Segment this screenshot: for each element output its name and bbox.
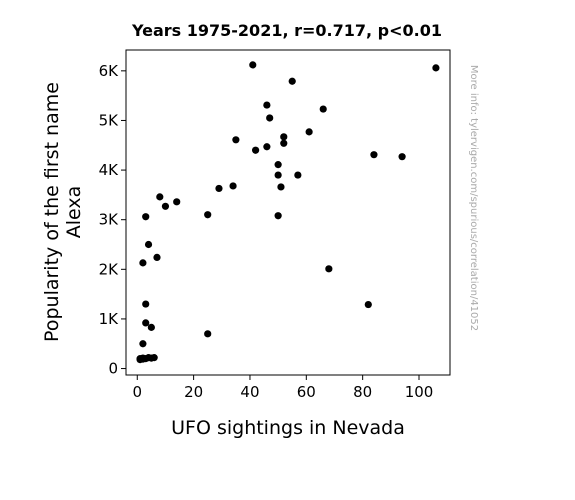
y-tick-label: 6K (99, 62, 120, 80)
watermark-text: More info: tylervigen.com/spurious/corre… (468, 65, 479, 331)
x-tick-label: 80 (353, 383, 372, 401)
x-tick-label: 0 (132, 383, 142, 401)
data-point (249, 61, 257, 69)
data-point (274, 161, 282, 169)
x-tick-label: 60 (297, 383, 316, 401)
y-tick-label: 4K (99, 161, 120, 179)
data-point (305, 128, 313, 136)
x-tick-label: 40 (240, 383, 259, 401)
data-point (319, 105, 327, 113)
data-point (142, 319, 150, 327)
x-tick-label: 100 (405, 383, 434, 401)
plot-area-frame (125, 49, 451, 376)
y-tick-label: 2K (99, 260, 120, 278)
data-point (229, 182, 237, 190)
data-point (153, 253, 161, 262)
y-tick-label: 1K (99, 310, 120, 328)
data-points (136, 61, 440, 364)
y-axis-label-line-1-group: Popularity of the first name (41, 82, 63, 342)
data-point (370, 151, 378, 159)
data-point (142, 213, 150, 221)
y-tick-label: 5K (99, 111, 120, 129)
data-point (161, 202, 170, 210)
y-axis-ticks: 0 1K 2K 3K 4K 5K 6K (99, 62, 126, 378)
data-point (280, 133, 288, 141)
y-axis-label-line-2: Alexa (63, 186, 85, 239)
data-point (263, 143, 271, 151)
data-point (147, 323, 155, 331)
data-point (139, 340, 147, 348)
x-axis-ticks: 0 20 40 60 80 100 (132, 375, 433, 401)
y-tick-label: 3K (99, 211, 120, 229)
data-point (204, 211, 212, 219)
data-point (266, 114, 274, 122)
data-point (263, 101, 271, 109)
data-point (142, 300, 150, 308)
data-point (139, 259, 147, 267)
data-point (274, 171, 282, 179)
data-point (204, 330, 212, 338)
y-axis-label-line-1: Popularity of the first name (41, 82, 63, 342)
data-point (277, 183, 285, 191)
data-point (150, 354, 158, 362)
data-point (252, 146, 260, 154)
data-point (156, 193, 164, 201)
data-point (398, 153, 406, 161)
data-point (432, 64, 440, 72)
data-point (364, 300, 372, 309)
x-axis-label: UFO sightings in Nevada (171, 417, 405, 439)
chart-title: Years 1975-2021, r=0.717, p<0.01 (131, 21, 442, 40)
y-axis-label-line-2-group: Alexa (63, 186, 85, 239)
data-point (274, 212, 282, 220)
data-point (232, 136, 240, 144)
data-point (215, 184, 223, 193)
y-tick-label: 0 (108, 360, 118, 378)
data-point (325, 265, 333, 273)
data-point (288, 77, 296, 85)
data-point (280, 139, 288, 147)
data-point (294, 171, 302, 179)
x-tick-label: 20 (184, 383, 203, 401)
data-point (144, 240, 153, 249)
data-point (173, 198, 181, 206)
watermark-group: More info: tylervigen.com/spurious/corre… (468, 65, 479, 331)
